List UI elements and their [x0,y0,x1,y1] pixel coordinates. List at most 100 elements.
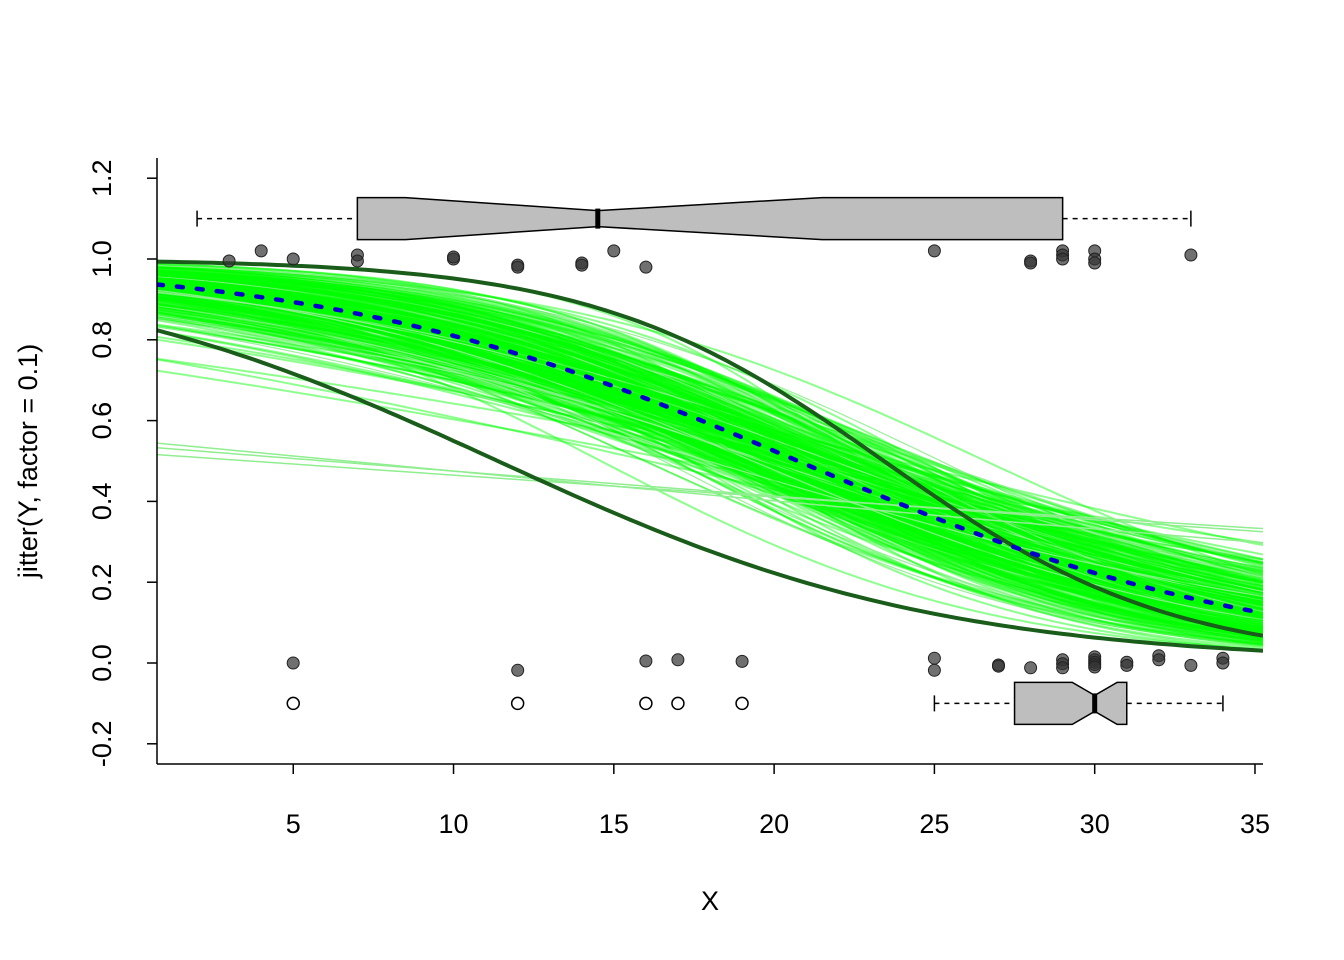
bootstrap-curve [157,287,1263,629]
bootstrap-curve [157,269,1263,596]
bootstrap-curve [157,263,1263,630]
interval-curves [157,259,1263,653]
bootstrap-curve [157,287,1263,601]
bootstrap-curve [157,272,1263,587]
bootstrap-curves [157,260,1263,652]
bootstrap-curve [157,289,1263,615]
box-outlier [671,696,685,711]
bootstrap-curve [157,288,1263,610]
bootstrap-curve [157,273,1263,619]
y-tick-label: 0.6 [87,402,117,440]
notched-box [1013,681,1128,726]
bootstrap-curve [157,286,1263,646]
data-point [639,260,653,274]
bootstrap-curve [157,265,1263,626]
data-point [1056,252,1070,266]
bootstrap-curve [157,291,1263,594]
data-point [1024,256,1038,270]
bootstrap-curve [157,323,1263,556]
bootstrap-curve [157,274,1263,652]
bootstrap-curve [157,283,1263,630]
bootstrap-curve [157,284,1263,632]
bootstrap-curve [157,265,1263,619]
y-tick-label: 1.2 [87,159,117,197]
bootstrap-curve [157,285,1263,624]
box-outlier [735,696,749,711]
bootstrap-curve [157,278,1263,638]
data-point [1152,653,1166,667]
bootstrap-curve [157,453,1263,530]
bootstrap-curve [157,308,1263,570]
bootstrap-curve [157,268,1263,644]
bootstrap-curve [157,275,1263,646]
data-point [927,663,941,677]
bootstrap-curve [157,285,1263,611]
bootstrap-curve [157,280,1263,617]
bootstrap-curve [157,274,1263,596]
bootstrap-curve [157,297,1263,614]
data-point [1184,658,1198,672]
bootstrap-curve [157,281,1263,616]
bootstrap-curve [157,296,1263,606]
bootstrap-curve [157,313,1263,564]
upper-interval-line [157,259,1263,638]
bootstrap-curve [157,301,1263,625]
bootstrap-curve [157,289,1263,630]
bootstrap-curve [157,274,1263,597]
bootstrap-curve [157,277,1263,585]
bootstrap-curve [157,267,1263,592]
bootstrap-curve [157,290,1263,624]
bootstrap-curve [157,283,1263,569]
axes: 5 10 15 20 25 30 35 -0.2 0.0 0.2 0.4 0.6 0.8 1.0 1.2 [87,158,1270,839]
bootstrap-curve [157,307,1263,600]
bootstrap-curve [157,292,1263,578]
bootstrap-curve [157,292,1263,606]
bootstrap-curve [157,268,1263,645]
bootstrap-curve [157,290,1263,641]
bootstrap-curve [157,283,1263,630]
bootstrap-curve [157,307,1263,610]
y-tick-label: 0.2 [87,563,117,601]
bootstrap-curve [157,278,1263,630]
bootstrap-curve [157,281,1263,615]
data-point [927,244,941,258]
bootstrap-curve [157,273,1263,618]
bootstrap-curve [157,275,1263,620]
bootstrap-curve [157,292,1263,611]
bootstrap-curve [157,274,1263,642]
data-point [575,258,589,272]
x-axis-title: X [701,886,719,916]
bootstrap-curve [157,312,1263,613]
data-point [1088,256,1102,270]
x-tick-label: 20 [759,809,789,839]
bootstrap-curve [157,280,1263,600]
bootstrap-curve [157,285,1263,645]
bootstrap-curve [157,297,1263,606]
bootstrap-curve [157,310,1263,588]
data-point [286,252,300,266]
bootstrap-curve [157,273,1263,611]
bootstrap-curve [157,303,1263,584]
bootstrap-curve [157,305,1263,588]
x-tick-label: 35 [1240,809,1270,839]
data-point [1216,656,1230,670]
bootstrap-curve [157,311,1263,620]
bootstrap-curve [157,297,1263,584]
bootstrap-curve [157,275,1263,616]
bootstrap-curve [157,298,1263,601]
data-point [1056,661,1070,675]
boxplots [196,196,1224,726]
bootstrap-curve [157,270,1263,600]
data-point [927,651,941,665]
bootstrap-curve [157,296,1263,629]
bootstrap-curve [157,286,1263,609]
bootstrap-curve [157,286,1263,615]
bootstrap-curve [157,267,1263,636]
bootstrap-curve [157,325,1263,597]
bootstrap-curve [157,286,1263,613]
bootstrap-curve [157,274,1263,644]
data-point [735,654,749,668]
bootstrap-curve [157,290,1263,623]
bootstrap-curve [157,297,1263,615]
bootstrap-curve [157,315,1263,579]
